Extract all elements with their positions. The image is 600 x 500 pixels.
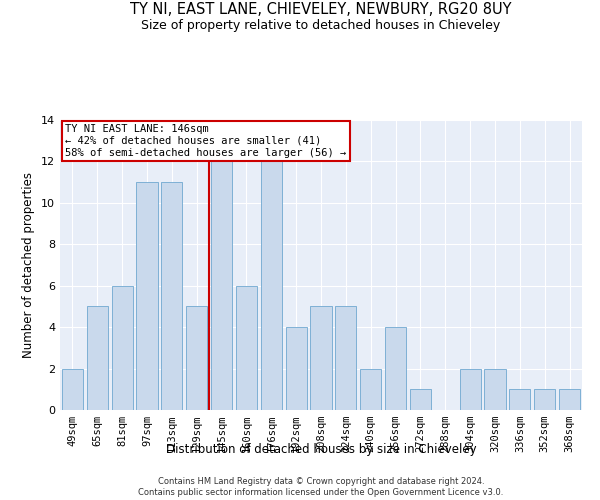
- Text: TY NI, EAST LANE, CHIEVELEY, NEWBURY, RG20 8UY: TY NI, EAST LANE, CHIEVELEY, NEWBURY, RG…: [130, 2, 512, 18]
- Bar: [62, 368, 83, 410]
- Y-axis label: Number of detached properties: Number of detached properties: [22, 172, 35, 358]
- Bar: [136, 182, 158, 410]
- Bar: [410, 390, 431, 410]
- Bar: [261, 162, 282, 410]
- Bar: [360, 368, 381, 410]
- Bar: [211, 162, 232, 410]
- Text: Size of property relative to detached houses in Chieveley: Size of property relative to detached ho…: [142, 19, 500, 32]
- Bar: [161, 182, 182, 410]
- Text: TY NI EAST LANE: 146sqm
← 42% of detached houses are smaller (41)
58% of semi-de: TY NI EAST LANE: 146sqm ← 42% of detache…: [65, 124, 346, 158]
- Bar: [509, 390, 530, 410]
- Bar: [385, 327, 406, 410]
- Text: Distribution of detached houses by size in Chieveley: Distribution of detached houses by size …: [166, 442, 476, 456]
- Bar: [559, 390, 580, 410]
- Bar: [335, 306, 356, 410]
- Text: Contains HM Land Registry data © Crown copyright and database right 2024.
Contai: Contains HM Land Registry data © Crown c…: [139, 478, 503, 497]
- Bar: [286, 327, 307, 410]
- Bar: [236, 286, 257, 410]
- Bar: [534, 390, 555, 410]
- Bar: [87, 306, 108, 410]
- Bar: [310, 306, 332, 410]
- Bar: [460, 368, 481, 410]
- Bar: [484, 368, 506, 410]
- Bar: [112, 286, 133, 410]
- Bar: [186, 306, 207, 410]
